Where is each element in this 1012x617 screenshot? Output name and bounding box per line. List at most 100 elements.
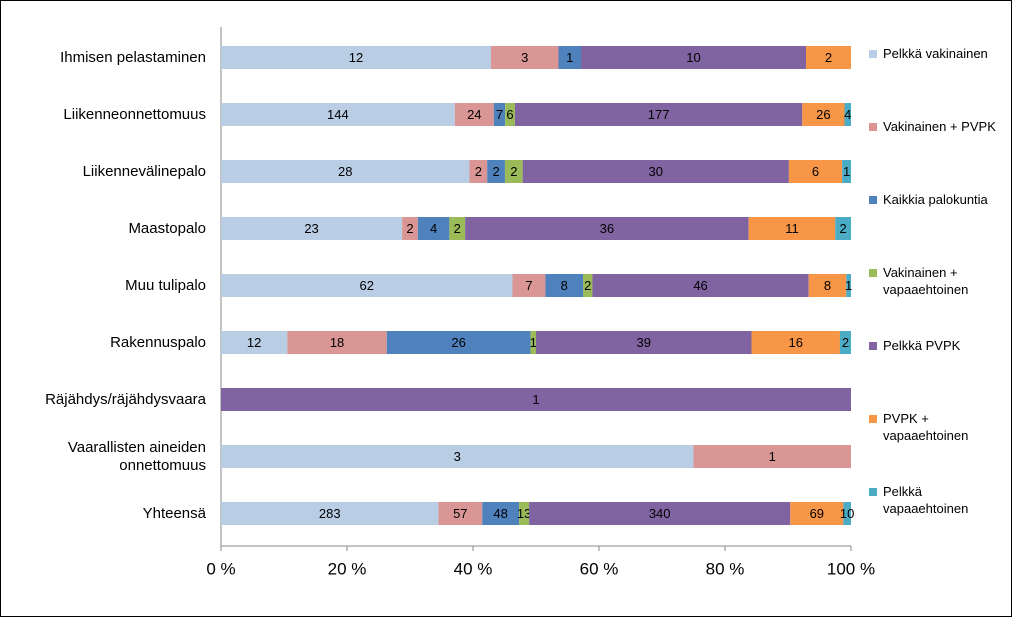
data-label: 2 <box>584 278 591 293</box>
bar-segment <box>806 46 851 69</box>
category-label: Liikenneonnettomuus <box>63 105 206 123</box>
legend-swatch <box>869 415 877 423</box>
legend-label: Pelkkä PVPK <box>883 338 961 353</box>
bar-segment <box>693 445 851 468</box>
bar-segment <box>505 103 515 126</box>
bar-segment <box>504 160 523 183</box>
legend-swatch <box>869 488 877 496</box>
category-label: Maastopalo <box>128 219 206 237</box>
bar-segment <box>221 445 694 468</box>
bar-segment <box>522 160 789 183</box>
legend-swatch <box>869 196 877 204</box>
data-label: 2 <box>510 164 517 179</box>
bar-segment <box>843 502 851 525</box>
bar-segment <box>469 160 488 183</box>
bar-segment <box>287 331 387 354</box>
data-label: 16 <box>789 335 803 350</box>
x-tick-label: 100 % <box>827 559 875 578</box>
bar-segment <box>581 46 806 69</box>
bar-segment <box>545 274 584 297</box>
data-label: 2 <box>492 164 499 179</box>
category-label: Räjähdys/räjähdysvaara <box>45 390 206 408</box>
data-label: 36 <box>600 221 614 236</box>
legend-label: Vakinainen + PVPK <box>883 119 996 134</box>
data-label: 30 <box>649 164 663 179</box>
legend-swatch <box>869 269 877 277</box>
bar-segment <box>402 217 418 240</box>
bar-segment <box>748 217 836 240</box>
bar-segment <box>835 217 851 240</box>
legend-swatch <box>869 50 877 58</box>
data-label: 8 <box>561 278 568 293</box>
bar-segment <box>536 331 752 354</box>
bar-segment <box>221 331 288 354</box>
bar-segment <box>221 103 455 126</box>
data-label: 12 <box>349 50 363 65</box>
data-label: 3 <box>521 50 528 65</box>
bar-segment <box>519 502 530 525</box>
bar-segment <box>808 274 847 297</box>
bar-segment <box>514 103 803 126</box>
data-label: 283 <box>319 506 341 521</box>
bar-segment <box>844 103 851 126</box>
data-label: 8 <box>824 278 831 293</box>
data-label: 57 <box>453 506 467 521</box>
category-label: Liikennevälinepalo <box>82 162 206 180</box>
category-label: Rakennuspalo <box>110 333 206 351</box>
data-label: 1 <box>566 50 573 65</box>
bar-segment <box>529 502 791 525</box>
bar-segment <box>530 331 536 354</box>
data-label: 10 <box>686 50 700 65</box>
bar-segment <box>221 502 439 525</box>
data-label: 10 <box>840 506 854 521</box>
category-label: Muu tulipalo <box>125 276 206 294</box>
bar-segment <box>454 103 494 126</box>
data-label: 144 <box>327 107 349 122</box>
bar-segment <box>846 274 851 297</box>
data-label: 46 <box>693 278 707 293</box>
data-label: 69 <box>810 506 824 521</box>
bar-segment <box>449 217 466 240</box>
bar-segment <box>842 160 851 183</box>
data-label: 4 <box>430 221 437 236</box>
bar-segment <box>491 46 559 69</box>
data-label: 18 <box>330 335 344 350</box>
bar-segment <box>802 103 845 126</box>
data-label: 1 <box>532 392 539 407</box>
bar-segment <box>465 217 749 240</box>
data-label: 11 <box>785 221 799 236</box>
data-label: 2 <box>825 50 832 65</box>
bar-segment <box>788 160 843 183</box>
category-label: Yhteensä <box>142 504 206 522</box>
x-tick-label: 0 % <box>206 559 235 578</box>
category-label: Vaarallisten aineiden onnettomuus <box>67 438 206 474</box>
data-label: 1 <box>769 449 776 464</box>
bar-segment <box>790 502 844 525</box>
bar-segment <box>221 46 491 69</box>
x-tick-label: 20 % <box>328 559 367 578</box>
bar-segment <box>482 502 520 525</box>
legend-label: Vakinainen + vapaaehtoinen <box>883 265 969 297</box>
bar-segment <box>512 274 546 297</box>
data-label: 48 <box>493 506 507 521</box>
bar-segment <box>417 217 450 240</box>
data-label: 62 <box>360 278 374 293</box>
bar-segment <box>592 274 809 297</box>
legend-label: Pelkkä vakinainen <box>883 46 988 61</box>
bar-segment <box>583 274 593 297</box>
data-label: 4 <box>844 107 851 122</box>
data-label: 7 <box>525 278 532 293</box>
data-label: 12 <box>247 335 261 350</box>
data-label: 7 <box>496 107 503 122</box>
data-label: 1 <box>530 335 537 350</box>
data-label: 2 <box>840 221 847 236</box>
bar-segment <box>751 331 840 354</box>
bar-segment <box>487 160 505 183</box>
data-label: 177 <box>648 107 670 122</box>
x-tick-label: 40 % <box>454 559 493 578</box>
data-label: 1 <box>845 278 852 293</box>
data-label: 23 <box>304 221 318 236</box>
data-label: 39 <box>637 335 651 350</box>
legend-label: Kaikkia palokuntia <box>883 192 988 207</box>
